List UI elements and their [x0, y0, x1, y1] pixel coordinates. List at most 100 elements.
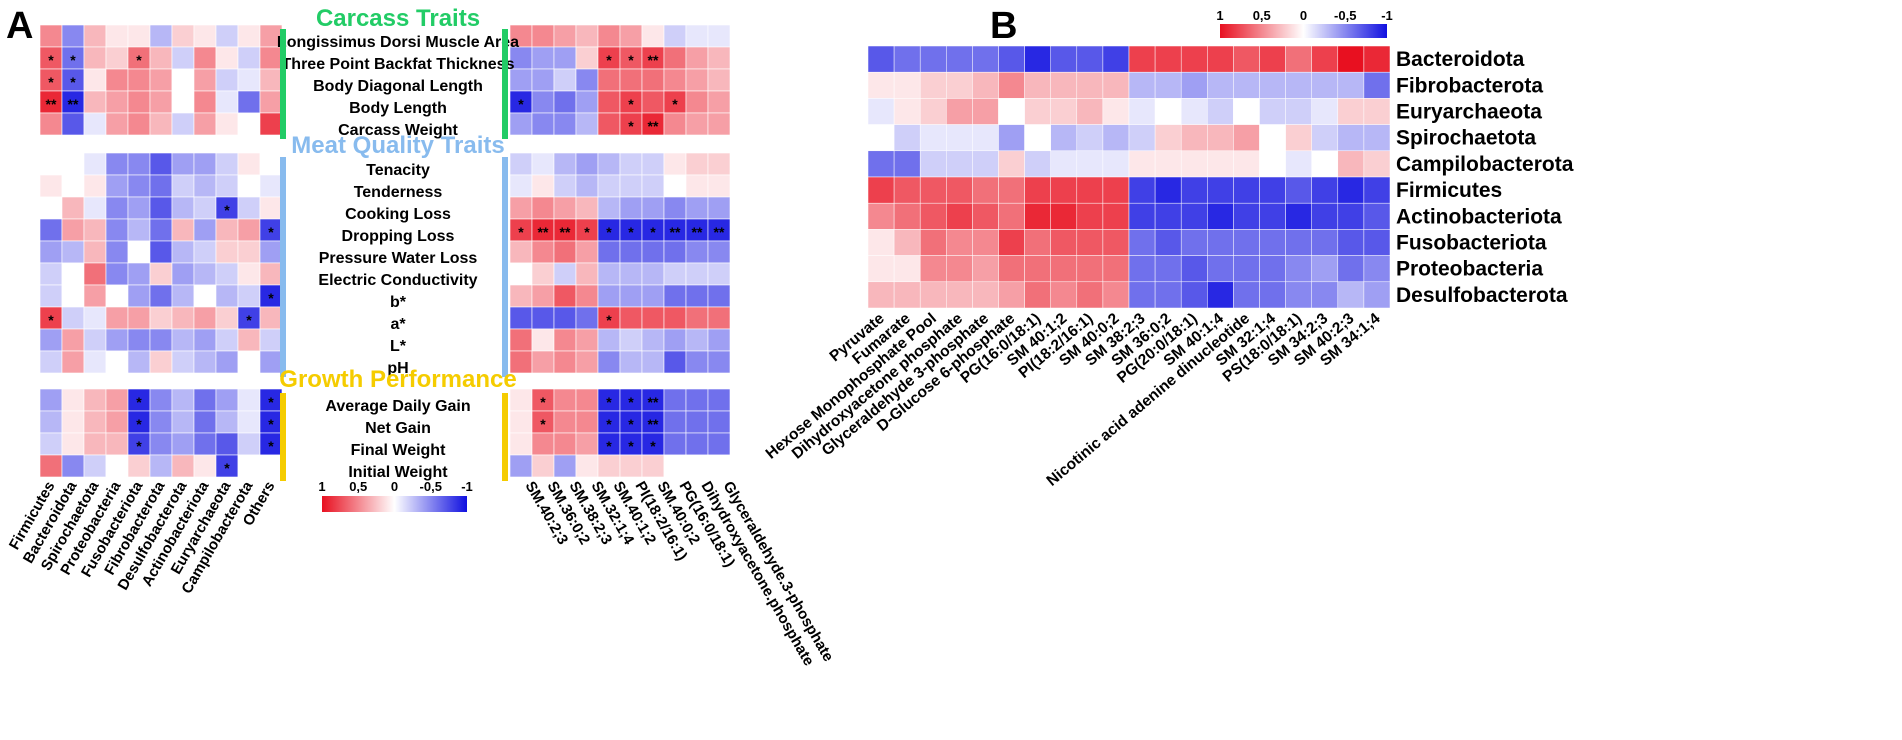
- b-cell: [1363, 71, 1391, 99]
- b-cell: [1285, 71, 1312, 99]
- a-left-cell: [61, 240, 85, 264]
- colorbar-tick: 0,5: [1253, 8, 1271, 23]
- b-cell: [1050, 176, 1078, 204]
- b-cell: [1207, 71, 1234, 99]
- a-left-cell: [61, 306, 85, 330]
- a-left-cell: [149, 174, 173, 198]
- b-cell: [1207, 176, 1234, 204]
- b-cell: [1285, 45, 1312, 73]
- a-right-cell: [619, 350, 643, 374]
- a-right-cell: [531, 350, 555, 374]
- a-right-significance-mark: *: [518, 224, 524, 240]
- b-cell: [1050, 150, 1078, 178]
- a-left-cell: [83, 46, 107, 70]
- a-left-cell: [237, 68, 261, 92]
- b-cell: [1285, 150, 1312, 178]
- group-side-bar: [280, 157, 286, 377]
- b-cell: [1363, 176, 1391, 204]
- b-cell: [1050, 281, 1078, 309]
- a-left-cell: [127, 174, 151, 198]
- b-cell: [1180, 202, 1208, 230]
- b-cell: [1233, 176, 1260, 204]
- b-cell: [972, 229, 999, 256]
- b-cell: [998, 71, 1025, 99]
- a-left-cell: [215, 432, 239, 456]
- b-cell: [1180, 45, 1208, 73]
- b-cell: [1076, 255, 1104, 283]
- a-right-cell: [531, 68, 555, 92]
- a-right-significance-mark: *: [628, 394, 634, 410]
- b-cell: [1024, 98, 1051, 125]
- a-left-cell: [171, 112, 195, 136]
- a-right-cell: [575, 152, 599, 176]
- a-left-cell: [105, 306, 129, 330]
- b-cell: [972, 71, 999, 99]
- a-right-cell: [597, 68, 621, 92]
- a-right-significance-mark: *: [650, 224, 656, 240]
- a-left-cell: [149, 306, 173, 330]
- a-left-cell: [149, 152, 173, 176]
- b-cell: [998, 150, 1025, 178]
- b-row-label: Actinobacteriota: [1396, 205, 1562, 228]
- trait-label: Body Diagonal Length: [313, 78, 483, 95]
- b-cell: [946, 229, 973, 256]
- a-right-cell: [553, 432, 577, 456]
- a-left-cell: [127, 90, 151, 114]
- a-left-cell: [83, 240, 107, 264]
- a-left-cell: [149, 218, 173, 242]
- a-right-cell: [575, 328, 599, 352]
- b-cell: [867, 229, 895, 256]
- a-right-cell: [707, 90, 731, 114]
- a-left-cell: [193, 68, 217, 92]
- a-left-cell: [171, 196, 195, 220]
- b-cell: [972, 98, 999, 125]
- a-right-cell: [509, 432, 533, 456]
- b-cell: [1154, 176, 1182, 204]
- colorbar-tick: 1: [318, 479, 325, 494]
- b-cell: [893, 281, 921, 309]
- a-right-cell: [509, 152, 533, 176]
- a-left-cell: [105, 328, 129, 352]
- a-left-cell: [193, 112, 217, 136]
- a-left-cell: [61, 196, 85, 220]
- a-left-cell: [193, 218, 217, 242]
- b-cell: [1337, 150, 1365, 178]
- a-right-cell: [685, 196, 709, 220]
- b-cell: [1154, 255, 1182, 283]
- a-left-cell: [215, 328, 239, 352]
- a-left-significance-mark: *: [268, 394, 274, 410]
- b-cell: [1285, 124, 1312, 152]
- a-right-cell: [597, 24, 621, 48]
- a-right-cell: [641, 306, 665, 330]
- b-cell: [972, 281, 999, 309]
- a-left-significance-mark: *: [48, 312, 54, 328]
- b-cell: [893, 176, 921, 204]
- b-cell: [1311, 150, 1339, 178]
- trait-label: Net Gain: [365, 420, 431, 437]
- a-left-cell: [149, 284, 173, 308]
- a-right-cell: [619, 306, 643, 330]
- a-right-cell: [509, 328, 533, 352]
- b-cell: [1259, 202, 1286, 230]
- b-cell: [1363, 255, 1391, 283]
- a-left-cell: [39, 174, 63, 198]
- group-title: Meat Quality Traits: [291, 132, 504, 159]
- a-left-cell: [83, 90, 107, 114]
- trait-label: a*: [390, 316, 406, 333]
- a-right-cell: [685, 262, 709, 286]
- b-cell: [919, 229, 947, 256]
- b-cell: [1180, 150, 1208, 178]
- a-left-cell: [127, 240, 151, 264]
- a-right-significance-mark: *: [606, 438, 612, 454]
- a-left-cell: [149, 90, 173, 114]
- a-right-significance-mark: **: [648, 52, 659, 68]
- b-cell: [1311, 255, 1339, 283]
- a-left-cell: [237, 196, 261, 220]
- b-cell: [946, 176, 973, 204]
- a-right-cell: [531, 24, 555, 48]
- b-cell: [893, 255, 921, 283]
- a-left-cell: [149, 432, 173, 456]
- a-right-cell: [663, 350, 687, 374]
- a-left-cell: [127, 196, 151, 220]
- a-left-significance-mark: **: [68, 96, 79, 112]
